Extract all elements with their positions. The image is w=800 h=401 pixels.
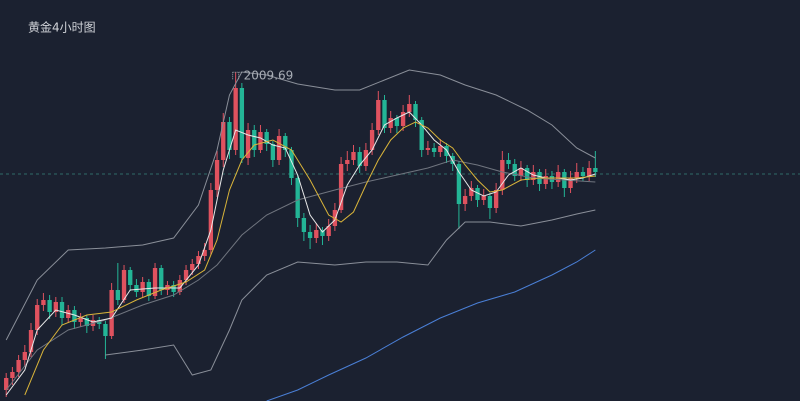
candle-body bbox=[103, 324, 108, 336]
candle-body bbox=[128, 270, 133, 285]
candle-body bbox=[481, 196, 486, 200]
candle-body bbox=[196, 256, 201, 264]
candle-body bbox=[586, 168, 592, 176]
candle-body bbox=[357, 152, 362, 166]
candle-body bbox=[190, 264, 195, 270]
candle-body bbox=[121, 270, 127, 300]
indicator-line bbox=[105, 209, 596, 376]
candle-body bbox=[227, 122, 232, 150]
candle-body bbox=[72, 310, 77, 322]
candle-body bbox=[382, 100, 387, 128]
candle-body bbox=[438, 146, 443, 152]
indicator-line bbox=[5, 69, 596, 341]
candle-body bbox=[475, 188, 480, 200]
candle-body bbox=[66, 310, 71, 318]
candle-body bbox=[555, 172, 561, 182]
candle-body bbox=[53, 302, 58, 312]
candle-body bbox=[456, 164, 462, 204]
candle-body bbox=[338, 164, 344, 210]
candle-body bbox=[369, 130, 375, 150]
candle-body bbox=[593, 168, 598, 172]
candle-body bbox=[283, 136, 288, 150]
candle-body bbox=[351, 152, 356, 160]
candle-body bbox=[47, 300, 52, 312]
candle-body bbox=[469, 188, 474, 196]
candle-body bbox=[4, 378, 9, 390]
candle-body bbox=[140, 282, 145, 292]
candle-body bbox=[518, 168, 524, 176]
candle-body bbox=[177, 280, 183, 292]
candle-body bbox=[35, 305, 40, 330]
candle-body bbox=[252, 130, 257, 150]
candle-body bbox=[239, 88, 245, 158]
candle-body bbox=[115, 290, 120, 300]
candle-body bbox=[10, 372, 15, 378]
candle-body bbox=[425, 148, 431, 150]
candle-body bbox=[512, 164, 517, 176]
candle-body bbox=[407, 104, 412, 112]
candle-body bbox=[295, 178, 300, 218]
candle-body bbox=[500, 160, 505, 190]
candle-body bbox=[208, 190, 214, 250]
candle-body bbox=[276, 136, 282, 160]
candle-body bbox=[152, 268, 158, 296]
candle-body bbox=[183, 270, 189, 280]
candle-body bbox=[388, 118, 393, 128]
candle-body bbox=[568, 178, 573, 188]
candle-body bbox=[307, 232, 313, 238]
indicator-line bbox=[266, 249, 596, 401]
candle-body bbox=[345, 160, 350, 164]
candle-body bbox=[493, 190, 499, 208]
candle-body bbox=[400, 112, 406, 126]
indicator-line bbox=[24, 121, 596, 396]
chart-title: 黄金4小时图 bbox=[28, 20, 96, 35]
candle-body bbox=[413, 104, 418, 120]
candle-body bbox=[84, 318, 89, 326]
plot: 2009.69 bbox=[0, 69, 800, 401]
candle-body bbox=[202, 250, 207, 256]
candle-body bbox=[524, 168, 530, 180]
candle-body bbox=[314, 230, 319, 238]
high-label: 2009.69 bbox=[244, 69, 294, 83]
candle-body bbox=[543, 176, 548, 184]
candle-body bbox=[245, 130, 251, 158]
candle-body bbox=[59, 302, 65, 318]
candle-body bbox=[109, 290, 114, 336]
candle-body bbox=[214, 160, 220, 190]
candle-body bbox=[41, 300, 46, 305]
candle-body bbox=[28, 330, 34, 352]
candle-body bbox=[221, 122, 226, 160]
candle-body bbox=[301, 218, 307, 232]
candle-body bbox=[270, 144, 276, 160]
candle-body bbox=[419, 120, 424, 150]
candle-body bbox=[233, 88, 238, 150]
candle-body bbox=[320, 230, 325, 236]
candle-body bbox=[580, 172, 586, 176]
candle-body bbox=[16, 360, 21, 372]
candle-body bbox=[134, 285, 139, 292]
indicator-line bbox=[5, 111, 596, 396]
candle-body bbox=[506, 160, 511, 164]
candle-body bbox=[531, 172, 536, 180]
candle-body bbox=[22, 352, 27, 360]
candle-body bbox=[289, 150, 294, 178]
indicator-line bbox=[5, 159, 596, 391]
candle-body bbox=[574, 172, 579, 178]
candle-body bbox=[394, 118, 400, 126]
candle-body bbox=[431, 148, 437, 152]
candle-body bbox=[462, 196, 468, 204]
candle-body bbox=[264, 132, 269, 144]
candle-body bbox=[159, 268, 164, 290]
candle-body bbox=[376, 100, 381, 130]
candle-body bbox=[326, 226, 331, 236]
candle-body bbox=[78, 318, 83, 322]
candle-body bbox=[258, 132, 263, 150]
candle-body bbox=[487, 196, 493, 208]
